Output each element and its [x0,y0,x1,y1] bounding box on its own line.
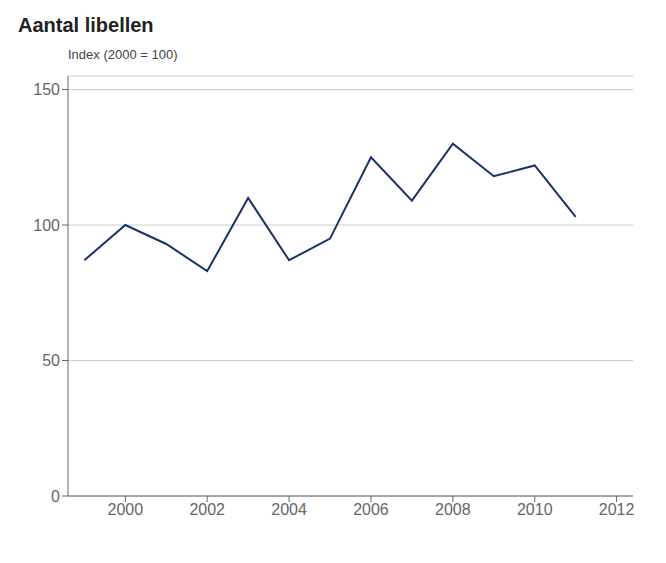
svg-text:50: 50 [42,352,60,369]
svg-text:2002: 2002 [189,501,225,518]
svg-text:2012: 2012 [599,501,635,518]
svg-text:100: 100 [33,217,60,234]
svg-text:2000: 2000 [108,501,144,518]
svg-text:2010: 2010 [517,501,553,518]
svg-text:0: 0 [51,488,60,505]
svg-text:2008: 2008 [435,501,471,518]
html-text:Index (2000 = 100): Index (2000 = 100) [68,47,178,62]
svg-text:2004: 2004 [271,501,307,518]
svg-text:2006: 2006 [353,501,389,518]
html-text:Aantal libellen: Aantal libellen [18,14,154,36]
svg-text:150: 150 [33,81,60,98]
